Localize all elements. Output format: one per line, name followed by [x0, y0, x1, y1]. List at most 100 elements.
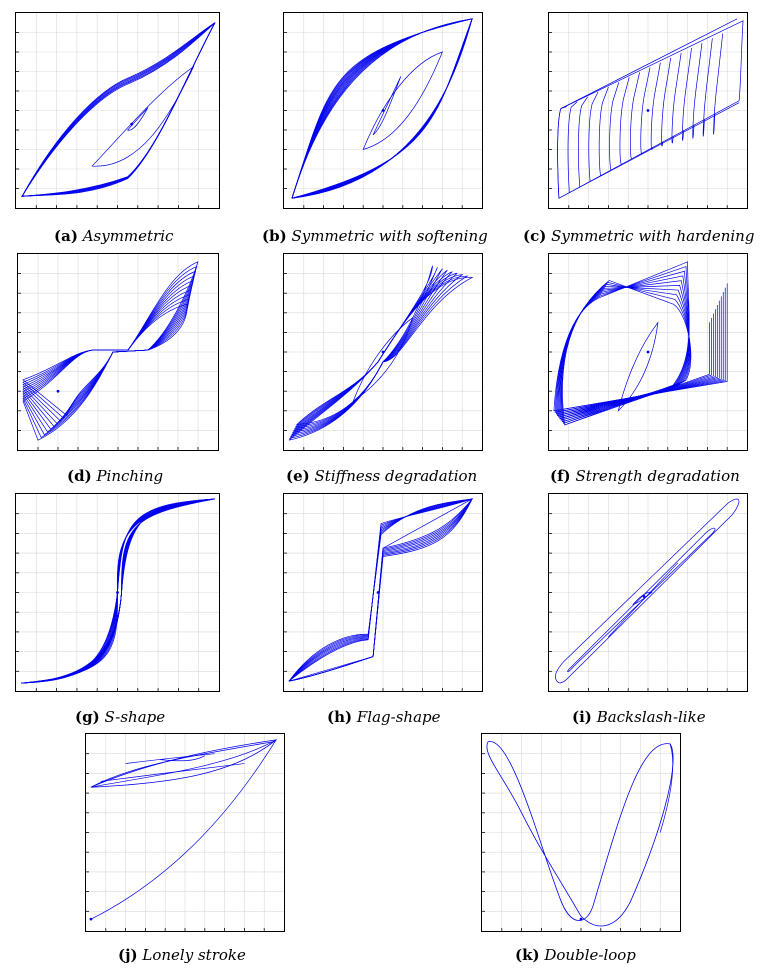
curve-stroke [291, 18, 473, 199]
caption-name: Stiffness degradation [314, 467, 478, 485]
caption-name: Asymmetric [82, 227, 174, 245]
curve-stroke [558, 102, 740, 199]
origin-dot [646, 350, 650, 354]
curve-stroke [553, 283, 728, 412]
caption-name: Symmetric with softening [291, 227, 488, 245]
caption-name: Flag-shape [356, 708, 441, 726]
caption-tag: (j) [118, 946, 138, 964]
curve-stroke [294, 275, 469, 427]
origin-dot [89, 917, 93, 921]
curve-stroke [558, 300, 720, 418]
caption-name: Lonely stroke [142, 946, 246, 964]
caption-tag: (h) [327, 708, 353, 726]
curve-stroke [557, 20, 744, 199]
origin-dot [116, 591, 119, 594]
curve-stroke [291, 18, 473, 199]
curve-stroke [681, 48, 692, 141]
curve-stroke [362, 51, 443, 151]
curve-stroke [291, 18, 473, 199]
plot-pinching [17, 253, 219, 451]
curve-canvas [18, 254, 218, 450]
curve-stroke [22, 284, 193, 428]
curve-canvas [284, 254, 482, 450]
origin-dot [642, 595, 646, 598]
caption-g: (g) S-shape [75, 708, 165, 726]
curve-stroke [588, 91, 599, 182]
plot-backslash-like [548, 493, 748, 692]
curve-stroke [650, 62, 661, 150]
curve-stroke [372, 76, 402, 136]
curve-stroke [288, 498, 473, 682]
curve-stroke [559, 285, 690, 420]
caption-name: Double-loop [544, 946, 636, 964]
curve-stroke [90, 739, 278, 788]
curve-stroke [567, 101, 578, 193]
curve-stroke [291, 18, 473, 199]
curve-stroke [291, 18, 473, 199]
origin-dot [646, 109, 650, 112]
curve-stroke [21, 22, 216, 197]
caption-name: Symmetric with hardening [551, 227, 755, 245]
curve-stroke [561, 282, 691, 424]
curve-stroke [291, 18, 473, 199]
curve-stroke [91, 65, 195, 167]
caption-e: (e) Stiffness degradation [286, 467, 477, 485]
caption-tag: (k) [515, 946, 540, 964]
curve-stroke [22, 275, 195, 433]
origin-dot [376, 591, 380, 594]
caption-name: Strength degradation [575, 467, 740, 485]
curve-canvas [284, 13, 482, 208]
curve-stroke [609, 82, 620, 171]
curve-stroke [702, 38, 713, 137]
curve-stroke [486, 741, 674, 927]
curve-stroke [352, 316, 414, 402]
curve-stroke [21, 498, 216, 684]
curve-stroke [661, 57, 672, 147]
origin-dot [56, 389, 60, 393]
curve-canvas [549, 254, 747, 450]
origin-dot [579, 917, 583, 921]
curve-stroke [560, 284, 691, 423]
curve-stroke [555, 270, 690, 415]
curve-stroke [557, 275, 690, 416]
caption-j: (j) Lonely stroke [118, 946, 246, 964]
curve-stroke [21, 498, 215, 684]
caption-name: S-shape [104, 708, 166, 726]
curve-stroke [619, 77, 630, 165]
curve-stroke [291, 18, 473, 199]
curve-stroke [291, 18, 473, 199]
caption-c: (c) Symmetric with hardening [523, 227, 754, 245]
curve-canvas [284, 494, 482, 691]
curve-stroke [21, 498, 216, 684]
caption-h: (h) Flag-shape [327, 708, 441, 726]
caption-name: Backslash-like [596, 708, 706, 726]
curve-stroke [21, 498, 216, 684]
caption-a: (a) Asymmetric [54, 227, 173, 245]
curve-stroke [21, 498, 215, 684]
curve-stroke [560, 18, 738, 109]
curve-stroke [21, 22, 216, 197]
curve-stroke [90, 741, 273, 788]
caption-tag: (d) [67, 467, 92, 485]
curve-stroke [90, 739, 277, 788]
origin-dot [130, 122, 134, 126]
curve-stroke [713, 33, 724, 135]
curve-stroke [630, 72, 640, 160]
caption-b: (b) Symmetric with softening [262, 227, 488, 245]
caption-tag: (i) [572, 708, 592, 726]
origin-dot [381, 109, 385, 112]
curve-stroke [21, 498, 215, 684]
curve-canvas [549, 494, 747, 691]
curve-stroke [90, 739, 277, 920]
plot-symmetric-softening [283, 12, 483, 209]
plot-symmetric-hardening [548, 12, 748, 209]
caption-i: (i) Backslash-like [572, 708, 706, 726]
caption-k: (k) Double-loop [515, 946, 636, 964]
curve-stroke [553, 261, 690, 412]
curve-canvas [549, 13, 747, 208]
curve-stroke [291, 18, 473, 199]
curve-stroke [598, 86, 609, 176]
curve-stroke [632, 591, 653, 605]
caption-tag: (c) [523, 227, 547, 245]
curve-stroke [291, 18, 473, 199]
